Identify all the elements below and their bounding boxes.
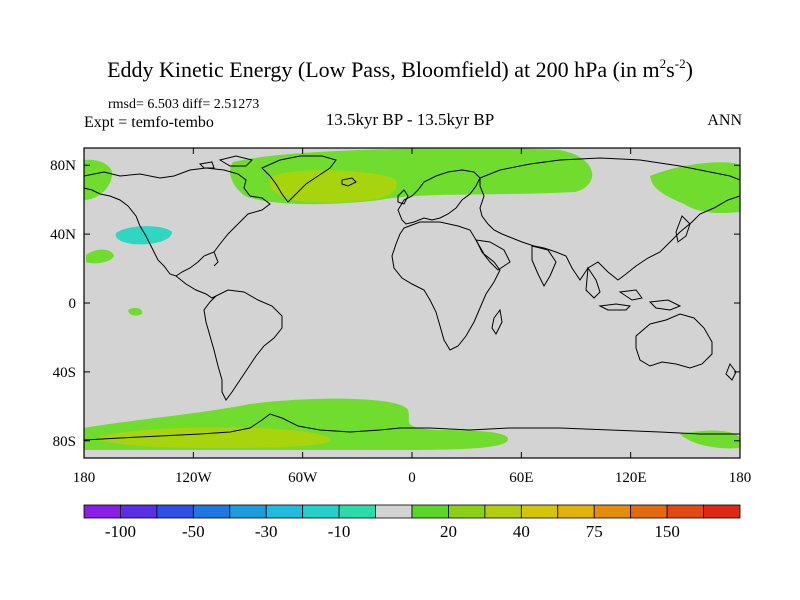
colorbar-swatch	[703, 504, 741, 519]
lat-tick-label: 0	[69, 296, 77, 312]
coastline-greenland	[261, 155, 337, 203]
coastline-north-america	[84, 167, 271, 277]
fill-antarctic-high	[100, 427, 330, 448]
colorbar-label: -30	[255, 522, 278, 541]
title-main: Eddy Kinetic Energy (Low Pass, Bloomfiel…	[107, 57, 660, 82]
colorbar-swatch	[411, 504, 449, 519]
fill-greenland-high	[269, 170, 397, 203]
fill-kamchatka-patch	[654, 170, 700, 182]
title-end: )	[685, 57, 693, 82]
colorbar-swatch	[338, 504, 376, 519]
lon-tick-label: 60W	[288, 470, 318, 486]
coastline-southeast-asia	[585, 266, 682, 311]
lon-tick-label: 180	[73, 470, 96, 486]
lon-tick-label: 120W	[175, 470, 213, 486]
colorbar-swatch	[375, 504, 413, 519]
colorbar-swatch	[666, 504, 704, 519]
chart-title: Eddy Kinetic Energy (Low Pass, Bloomfiel…	[0, 56, 800, 83]
coastline-south-america	[203, 289, 283, 401]
coastline-japan	[675, 215, 691, 243]
colorbar-label: -100	[105, 522, 136, 541]
coastlines	[84, 155, 740, 441]
coastline-arctic-islands	[198, 155, 253, 169]
lat-tick-label: 40S	[53, 365, 76, 381]
axis-ticks	[83, 148, 741, 458]
experiment-label: Expt = temfo-tembo	[84, 114, 214, 131]
fill-north-pacific-negative	[115, 226, 172, 245]
coastline-antarctica	[84, 413, 740, 441]
colorbar-swatch	[593, 504, 632, 519]
colorbar-swatch	[156, 504, 194, 519]
lat-tick-label: 40N	[50, 227, 76, 243]
colorbar-label: 75	[586, 522, 603, 541]
coastline-arabia	[475, 239, 511, 271]
period-label: 13.5kyr BP - 13.5kyr BP	[325, 110, 495, 129]
fill-small-pacific	[128, 307, 143, 316]
season-label: ANN	[707, 112, 742, 129]
colorbar-swatch	[557, 504, 595, 519]
colorbar-swatch	[484, 504, 522, 519]
lon-tick-label: 0	[408, 470, 416, 486]
coastline-british-isles	[397, 189, 409, 205]
colorbar-swatch	[448, 504, 486, 519]
axis-labels: 180 120W 60W 0 60E 120E 180 80N 40N 0 40S 80S	[50, 158, 751, 486]
coastline-india	[531, 245, 557, 288]
coastline-new-zealand	[725, 362, 737, 381]
ocean-background	[84, 148, 740, 458]
colorbar-swatch	[120, 504, 158, 519]
coastline-iceland	[341, 177, 357, 187]
colorbar	[83, 504, 741, 519]
colorbar-swatch	[265, 504, 304, 519]
colorbar-label: -50	[182, 522, 205, 541]
colorbar-swatch	[229, 504, 267, 519]
colorbar-swatch	[302, 504, 340, 519]
coastline-florida	[213, 251, 219, 267]
colorbar-label: 150	[654, 522, 680, 541]
stats-label: rmsd= 6.503 diff= 2.51273	[108, 97, 260, 112]
colorbar-label: 40	[513, 522, 530, 541]
lat-tick-label: 80S	[53, 434, 76, 450]
contour-fills	[84, 148, 740, 450]
colorbar-swatch	[83, 504, 121, 519]
fill-southern-ocean-east	[680, 430, 740, 449]
colorbar-swatch	[192, 504, 231, 519]
coastline-europe	[397, 169, 481, 225]
colorbar-swatch	[520, 504, 559, 519]
colorbar-swatch	[630, 504, 668, 519]
lon-tick-label: 60E	[509, 470, 533, 486]
colorbar-labels: -100 -50 -30 -10 20 40 75 150	[105, 522, 680, 541]
title-mid: s	[666, 57, 675, 82]
coastline-africa	[391, 221, 501, 351]
coastline-australia	[635, 313, 713, 369]
fill-subtropical-pacific	[86, 249, 114, 264]
colorbar-label: 20	[440, 522, 457, 541]
title-superscript-2: -2	[674, 56, 686, 71]
coastline-madagascar	[491, 308, 503, 335]
title-superscript-1: 2	[659, 56, 667, 71]
colorbar-label: -10	[328, 522, 351, 541]
coastline-asia	[479, 157, 740, 281]
lon-tick-label: 180	[729, 470, 752, 486]
lon-tick-label: 120E	[615, 470, 647, 486]
map-plot-area	[84, 148, 740, 458]
lat-tick-label: 80N	[50, 158, 76, 174]
coastline-central-america	[175, 275, 217, 299]
